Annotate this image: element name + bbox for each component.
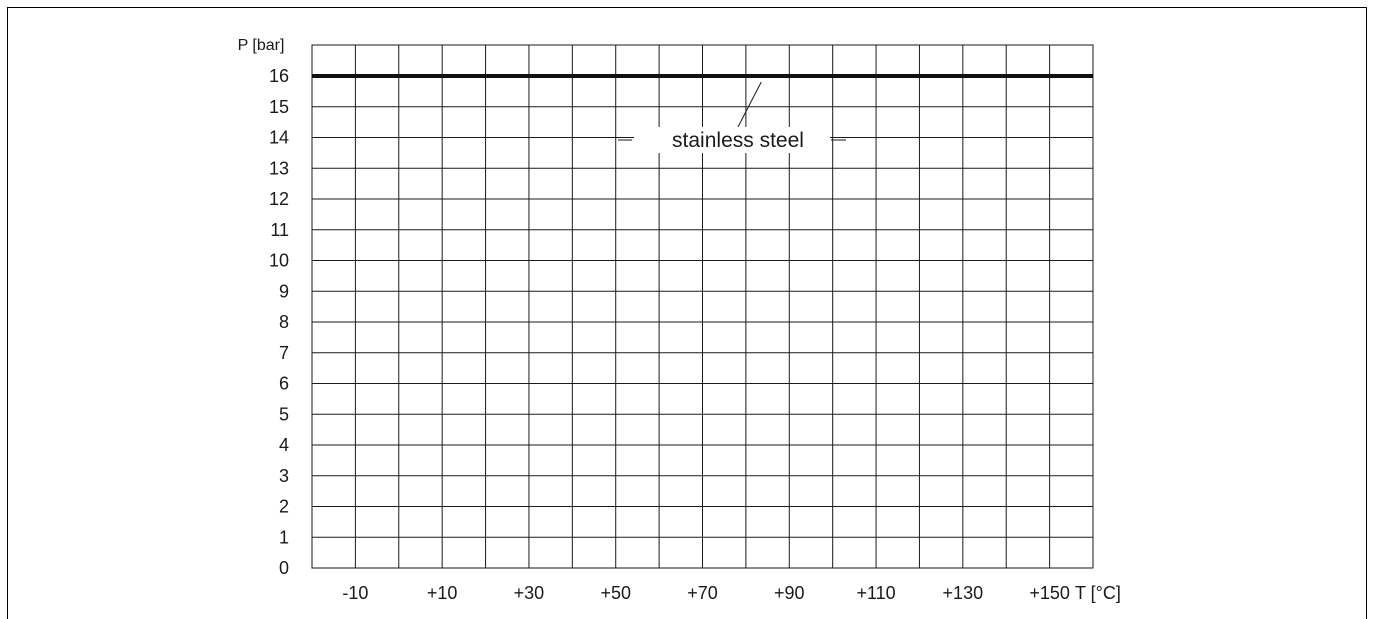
- annotation-label: stainless steel: [672, 129, 804, 152]
- annotation-label-background: [634, 127, 830, 153]
- figure-frame: [7, 7, 1367, 619]
- y-tick-label-11: 11: [270, 220, 289, 240]
- y-tick-label-10: 10: [269, 251, 289, 271]
- y-tick-label-8: 8: [279, 312, 289, 332]
- y-tick-label-9: 9: [279, 281, 289, 301]
- y-tick-label-15: 15: [269, 97, 289, 117]
- y-tick-label-4: 4: [279, 435, 289, 455]
- y-tick-label-3: 3: [279, 466, 289, 486]
- x-tick-labels: -10 +10 +30 +50 +70 +90 +110 +130 +150: [342, 583, 1070, 603]
- x-tick-label-8: +150: [1029, 583, 1070, 603]
- y-axis-label: P [bar]: [238, 37, 285, 54]
- y-tick-label-12: 12: [269, 189, 289, 209]
- x-axis-label: T [°C]: [1075, 583, 1121, 603]
- x-tick-label-0: -10: [342, 583, 368, 603]
- y-tick-label-5: 5: [279, 404, 289, 424]
- y-tick-label-0: 0: [279, 558, 289, 578]
- y-tick-label-1: 1: [279, 527, 289, 547]
- x-tick-label-3: +50: [600, 583, 631, 603]
- y-tick-label-13: 13: [269, 158, 289, 178]
- y-tick-label-2: 2: [279, 497, 289, 517]
- y-tick-label-7: 7: [279, 343, 289, 363]
- y-tick-label-16: 16: [269, 66, 289, 86]
- x-tick-label-7: +130: [943, 583, 984, 603]
- y-tick-label-14: 14: [269, 128, 289, 148]
- y-tick-label-6: 6: [279, 374, 289, 394]
- chart-grid: [311, 44, 1094, 569]
- x-tick-label-5: +90: [774, 583, 805, 603]
- x-tick-label-6: +110: [856, 583, 895, 603]
- x-tick-label-4: +70: [687, 583, 718, 603]
- x-tick-label-2: +30: [514, 583, 545, 603]
- x-tick-label-1: +10: [427, 583, 458, 603]
- annotation-leader-line: [737, 81, 762, 128]
- annotation-layer: stainless steel: [618, 81, 846, 153]
